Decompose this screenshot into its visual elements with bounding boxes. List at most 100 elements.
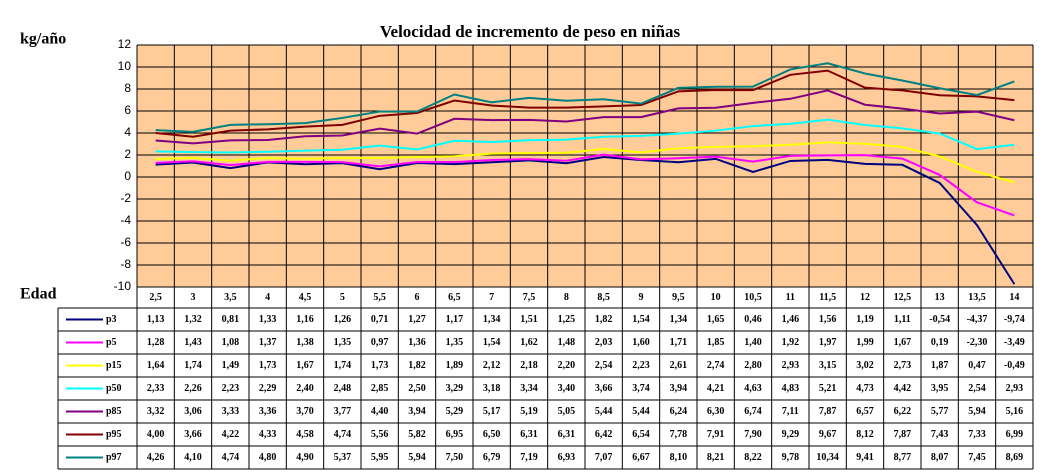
table-cell: 6,42 <box>595 429 613 440</box>
table-cell: 5,77 <box>931 406 949 417</box>
table-cell: 5,94 <box>968 406 986 417</box>
table-cell: 2,74 <box>707 360 725 371</box>
table-cell: 1,17 <box>446 314 464 325</box>
table-cell: 3,94 <box>670 383 688 394</box>
table-cell: 4,74 <box>334 429 352 440</box>
table-cell: 1,40 <box>744 337 762 348</box>
table-cell: 5,56 <box>371 429 389 440</box>
table-cell: 1,11 <box>894 314 911 325</box>
table-cell: 8,69 <box>1006 452 1024 463</box>
y-tick-label: 2 <box>124 147 131 161</box>
table-cell: 8,12 <box>856 429 874 440</box>
table-cell: 1,37 <box>259 337 277 348</box>
table-cell: 5,05 <box>558 406 576 417</box>
x-tick-label: 7,5 <box>523 292 536 303</box>
table-cell: 3,66 <box>184 429 202 440</box>
series-line <box>155 62 1015 133</box>
table-cell: -0,49 <box>1004 360 1025 371</box>
table-cell: 1,74 <box>184 360 202 371</box>
x-tick-label: 6,5 <box>448 292 461 303</box>
table-cell: 6,79 <box>483 452 501 463</box>
series-line <box>155 155 1016 285</box>
table-cell: 7,33 <box>968 429 986 440</box>
table-cell: 1,82 <box>595 314 613 325</box>
table-cell: 2,73 <box>894 360 912 371</box>
table-cell: 2,03 <box>595 337 613 348</box>
table-cell: 6,99 <box>1006 429 1024 440</box>
y-tick-label: 10 <box>118 59 132 73</box>
table-cell: 1,46 <box>782 314 800 325</box>
table-cell: 1,65 <box>707 314 725 325</box>
table-cell: 8,22 <box>744 452 762 463</box>
table-cell: 1,33 <box>259 314 277 325</box>
table-cell: 0,97 <box>371 337 389 348</box>
x-tick-label: 8 <box>564 292 569 303</box>
table-cell: 2,54 <box>968 383 986 394</box>
table-cell: 6,54 <box>632 429 650 440</box>
table-cell: -2,30 <box>967 337 988 348</box>
table-cell: 4,73 <box>856 383 874 394</box>
table-cell: 3,15 <box>819 360 837 371</box>
table-cell: 5,19 <box>520 406 538 417</box>
table-cell: 7,19 <box>520 452 538 463</box>
table-cell: 3,34 <box>520 383 538 394</box>
table-cell: 4,00 <box>147 429 165 440</box>
table-cell: 4,58 <box>296 429 314 440</box>
table-cell: 7,87 <box>819 406 837 417</box>
table-cell: 6,67 <box>632 452 650 463</box>
table-cell: 3,77 <box>334 406 352 417</box>
table-cell: 3,02 <box>856 360 874 371</box>
table-cell: 1,99 <box>856 337 874 348</box>
table-cell: 2,48 <box>334 383 352 394</box>
table-cell: 3,32 <box>147 406 165 417</box>
table-cell: 5,95 <box>371 452 389 463</box>
table-cell: 1,08 <box>222 337 240 348</box>
table-cell: 4,42 <box>894 383 912 394</box>
x-tick-label: 3,5 <box>224 292 237 303</box>
table-cell: 7,87 <box>894 429 912 440</box>
x-tick-label: 9,5 <box>672 292 685 303</box>
table-cell: 1,56 <box>819 314 837 325</box>
table-cell: 1,67 <box>296 360 314 371</box>
table-cell: 3,29 <box>446 383 464 394</box>
y-tick-label: -4 <box>120 213 131 227</box>
x-tick-label: 8,5 <box>597 292 610 303</box>
table-cell: 5,29 <box>446 406 464 417</box>
series-line <box>155 141 1015 184</box>
y-tick-label: 6 <box>124 103 131 117</box>
x-tick-label: 5,5 <box>373 292 386 303</box>
series-line <box>155 89 1015 145</box>
table-cell: 1,36 <box>408 337 426 348</box>
table-cell: 1,19 <box>856 314 874 325</box>
x-tick-label: 11,5 <box>819 292 836 303</box>
x-tick-label: 9 <box>639 292 644 303</box>
table-cell: 2,20 <box>558 360 576 371</box>
table-cell: 1,73 <box>371 360 389 371</box>
table-cell: 6,31 <box>558 429 576 440</box>
y-axis-label: kg/año <box>20 31 66 48</box>
x-tick-label: 4 <box>265 292 270 303</box>
table-cell: 6,50 <box>483 429 501 440</box>
table-cell: 2,18 <box>520 360 538 371</box>
table-cell: 4,83 <box>782 383 800 394</box>
table-cell: 1,35 <box>334 337 352 348</box>
table-cell: 5,21 <box>819 383 837 394</box>
table-cell: 3,70 <box>296 406 314 417</box>
table-cell: 3,95 <box>931 383 949 394</box>
table-cell: 9,41 <box>856 452 874 463</box>
table-cell: 8,07 <box>931 452 949 463</box>
table-cell: 1,67 <box>894 337 912 348</box>
table-cell: 1,85 <box>707 337 725 348</box>
y-tick-label: 4 <box>124 125 131 139</box>
table-cell: 6,31 <box>520 429 538 440</box>
table-cell: 6,57 <box>856 406 874 417</box>
x-tick-label: 5 <box>340 292 345 303</box>
table-cell: -0,54 <box>929 314 950 325</box>
table-cell: 3,18 <box>483 383 501 394</box>
x-axis-label: Edad <box>20 286 57 303</box>
table-cell: 1,35 <box>446 337 464 348</box>
y-tick-label: 0 <box>124 169 131 183</box>
table-cell: 2,23 <box>222 383 240 394</box>
table-cell: 2,50 <box>408 383 426 394</box>
legend-label: p15 <box>106 360 122 371</box>
